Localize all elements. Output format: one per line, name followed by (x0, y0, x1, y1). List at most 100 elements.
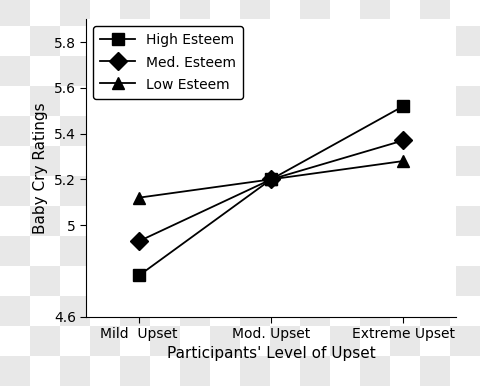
Bar (150, 206, 180, 236)
Bar (450, 176, 480, 206)
Bar (120, 326, 150, 356)
Bar (90, 296, 120, 326)
Bar (90, 116, 120, 146)
Bar (360, 0, 390, 26)
Bar (390, 26, 420, 56)
Bar (90, 236, 120, 266)
Bar (150, 236, 180, 266)
Med. Esteem (136, 239, 142, 244)
Bar (150, 56, 180, 86)
Bar (390, 56, 420, 86)
Med. Esteem (400, 138, 406, 143)
Bar (450, 206, 480, 236)
Bar (330, 236, 360, 266)
Bar (270, 326, 300, 356)
Bar (330, 296, 360, 326)
Bar (0, 56, 30, 86)
Bar (420, 176, 450, 206)
Bar (420, 86, 450, 116)
Bar (330, 146, 360, 176)
Bar (450, 296, 480, 326)
Med. Esteem (268, 177, 274, 182)
Bar (90, 206, 120, 236)
Bar (30, 26, 60, 56)
Bar (210, 236, 240, 266)
Bar (90, 26, 120, 56)
High Esteem (268, 177, 274, 182)
Bar (420, 266, 450, 296)
Bar (270, 176, 300, 206)
Bar (360, 26, 390, 56)
Bar (270, 296, 300, 326)
Bar (210, 86, 240, 116)
Bar (450, 266, 480, 296)
Bar (450, 26, 480, 56)
Bar (360, 56, 390, 86)
Bar (210, 296, 240, 326)
Bar (0, 26, 30, 56)
Bar (30, 296, 60, 326)
Bar (30, 116, 60, 146)
Bar (450, 56, 480, 86)
Bar (120, 86, 150, 116)
Bar (0, 266, 30, 296)
Bar (390, 146, 420, 176)
Bar (300, 326, 330, 356)
Bar (330, 86, 360, 116)
Bar (420, 356, 450, 386)
Bar (420, 0, 450, 26)
Bar (360, 236, 390, 266)
Bar (60, 56, 90, 86)
Bar (390, 326, 420, 356)
Bar (60, 116, 90, 146)
Bar (150, 26, 180, 56)
Bar (120, 356, 150, 386)
Bar (60, 26, 90, 56)
Bar (90, 146, 120, 176)
Bar (450, 146, 480, 176)
Bar (390, 86, 420, 116)
Bar (240, 26, 270, 56)
Bar (240, 146, 270, 176)
Bar (240, 0, 270, 26)
Bar (180, 56, 210, 86)
Bar (90, 176, 120, 206)
Bar (90, 356, 120, 386)
Bar (420, 326, 450, 356)
Bar (390, 236, 420, 266)
Bar (390, 0, 420, 26)
Bar (150, 176, 180, 206)
Bar (60, 326, 90, 356)
Bar (270, 0, 300, 26)
Bar (270, 206, 300, 236)
Bar (210, 56, 240, 86)
Bar (60, 176, 90, 206)
Bar (150, 326, 180, 356)
Bar (60, 356, 90, 386)
Bar (300, 176, 330, 206)
Bar (240, 356, 270, 386)
Bar (60, 206, 90, 236)
Bar (330, 326, 360, 356)
Bar (420, 26, 450, 56)
Bar (360, 86, 390, 116)
Bar (300, 26, 330, 56)
Bar (450, 86, 480, 116)
Y-axis label: Baby Cry Ratings: Baby Cry Ratings (34, 102, 48, 234)
Bar (450, 116, 480, 146)
Bar (420, 236, 450, 266)
Bar (150, 86, 180, 116)
Bar (210, 206, 240, 236)
Bar (360, 146, 390, 176)
Bar (180, 356, 210, 386)
Bar (270, 56, 300, 86)
Bar (120, 116, 150, 146)
Bar (240, 296, 270, 326)
Bar (30, 146, 60, 176)
Bar (300, 116, 330, 146)
Bar (30, 236, 60, 266)
Line: Med. Esteem: Med. Esteem (133, 134, 409, 247)
Line: Low Esteem: Low Esteem (133, 155, 409, 204)
Line: High Esteem: High Esteem (133, 100, 409, 282)
Bar (210, 356, 240, 386)
